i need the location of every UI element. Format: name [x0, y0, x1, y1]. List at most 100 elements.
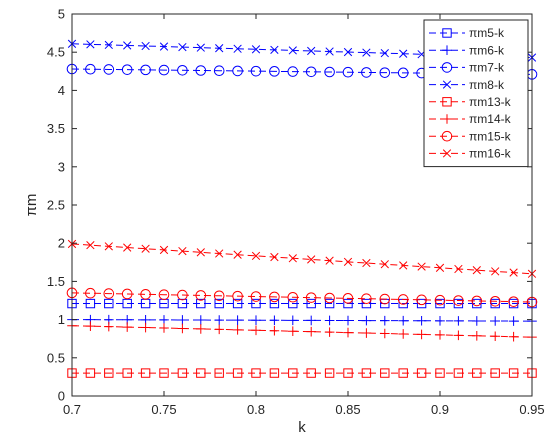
data-point [214, 368, 224, 378]
data-point [196, 298, 206, 309]
legend-item: πm7-k [429, 61, 505, 75]
y-tick-label: 4 [58, 83, 65, 98]
data-point [213, 65, 225, 77]
legend-label: πm6-k [469, 43, 505, 57]
data-point [104, 242, 113, 251]
data-point [399, 49, 408, 58]
data-point [233, 44, 242, 53]
data-point [380, 368, 390, 378]
data-point [343, 368, 353, 378]
data-point [398, 368, 408, 378]
data-point [491, 267, 500, 276]
data-point [342, 293, 354, 304]
data-point [140, 322, 151, 333]
data-point [288, 254, 297, 263]
data-point [490, 331, 500, 342]
legend-marker [442, 28, 452, 38]
data-point [416, 329, 427, 340]
data-point [196, 248, 205, 257]
data-point [104, 368, 114, 378]
x-tick-label: 0.95 [519, 402, 544, 417]
data-point [416, 315, 427, 326]
legend-marker [442, 97, 452, 107]
data-point [343, 298, 353, 309]
data-point [307, 46, 316, 56]
data-point [177, 298, 188, 309]
data-point [195, 65, 207, 76]
data-point [325, 47, 334, 56]
legend-label: πm7-k [469, 61, 505, 75]
data-point [177, 64, 188, 76]
data-point [324, 66, 335, 78]
data-point [453, 316, 464, 326]
data-point [362, 258, 371, 268]
data-point [270, 45, 279, 55]
y-tick-label: 0.5 [47, 350, 65, 365]
data-point [122, 368, 132, 378]
legend-marker [442, 149, 452, 158]
data-point [509, 268, 518, 277]
x-axis-label: k [298, 419, 306, 436]
legend-marker [442, 80, 452, 89]
y-tick-label: 5 [58, 7, 65, 22]
y-tick-label: 2.5 [47, 198, 65, 213]
legend-marker [442, 45, 452, 55]
data-point [398, 329, 408, 339]
data-point [343, 327, 353, 338]
data-point [121, 288, 133, 300]
data-point [85, 63, 96, 75]
data-point [361, 67, 372, 78]
data-point [104, 321, 114, 332]
data-point [177, 368, 188, 378]
data-point [213, 290, 225, 302]
data-point [178, 42, 187, 52]
data-point [104, 40, 113, 50]
data-point [379, 293, 391, 305]
data-point [159, 315, 169, 325]
data-point [196, 368, 206, 378]
data-point [288, 46, 297, 55]
data-point [214, 298, 224, 309]
data-point [122, 322, 132, 332]
y-tick-label: 4.5 [47, 45, 65, 60]
data-point [397, 294, 409, 305]
data-point [288, 315, 298, 326]
data-point [251, 368, 261, 378]
data-point [177, 323, 188, 334]
data-point [361, 298, 372, 309]
legend-item: πm14-k [429, 112, 512, 126]
data-point [508, 296, 519, 307]
data-point [232, 325, 243, 335]
legend-label: πm13-k [469, 95, 512, 109]
data-point [158, 289, 170, 300]
data-point [508, 368, 519, 378]
data-point [141, 244, 150, 253]
data-point [103, 64, 115, 75]
data-point [508, 331, 519, 342]
data-point [454, 264, 463, 274]
y-axis-label: πm [23, 194, 40, 217]
data-point [232, 290, 243, 302]
data-point [472, 316, 482, 326]
data-point [288, 368, 298, 378]
data-point [141, 41, 150, 51]
data-point [472, 266, 481, 275]
legend-label: πm16-k [469, 147, 512, 161]
legend: πm5-k πm6-k πm7-k πm8-k πm13-k πm14-k πm15-k πm… [423, 19, 529, 168]
data-point [86, 241, 95, 250]
series-8 [67, 239, 537, 278]
data-point [177, 315, 188, 325]
data-point [489, 295, 501, 307]
data-point [140, 289, 151, 300]
data-point [214, 324, 224, 335]
data-point [232, 298, 243, 309]
data-point [196, 43, 205, 52]
data-point [342, 66, 354, 78]
data-point [416, 368, 427, 378]
legend-box [423, 19, 529, 168]
data-point [177, 289, 188, 301]
data-point [324, 327, 335, 337]
data-point [123, 243, 132, 252]
data-point [362, 48, 371, 57]
